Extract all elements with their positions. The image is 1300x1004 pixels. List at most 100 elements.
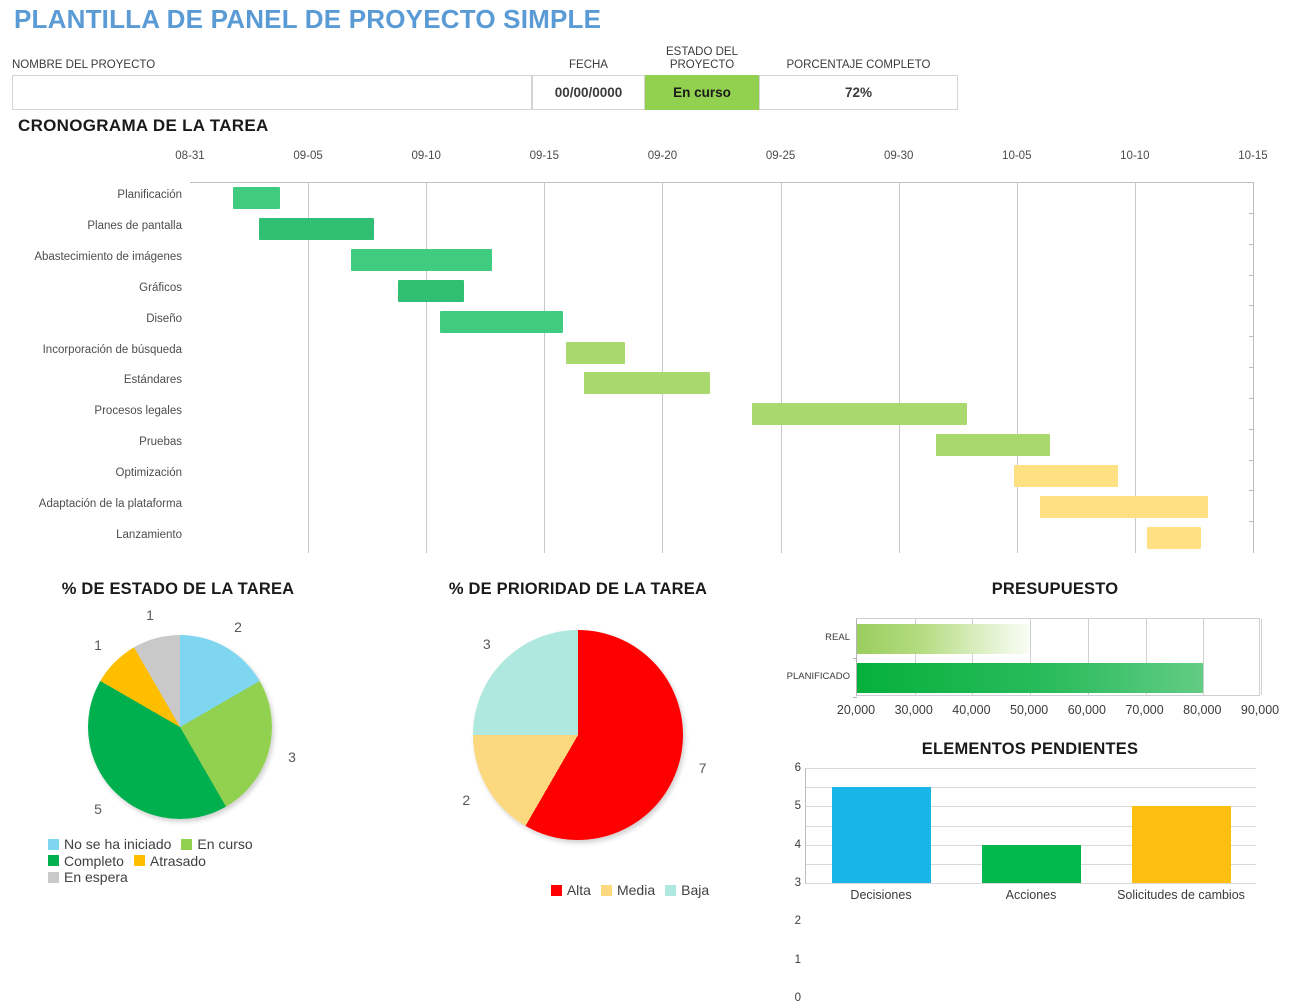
gantt-gridline	[1134, 183, 1136, 553]
budget-axis-tick-label: 80,000	[1183, 703, 1222, 717]
gantt-task-bar[interactable]	[1040, 495, 1209, 518]
gantt-gridline	[1016, 183, 1018, 553]
date-field[interactable]: 00/00/0000	[532, 75, 645, 110]
gantt-axis-tick-label: 09-05	[293, 150, 323, 162]
pending-category-label: Solicitudes de cambios	[1117, 888, 1245, 902]
budget-gridline	[1087, 619, 1089, 695]
page-title: PLANTILLA DE PANEL DE PROYECTO SIMPLE	[14, 4, 602, 34]
legend-item[interactable]: Completo	[48, 853, 124, 869]
gantt-axis-minor-tick	[1249, 397, 1254, 399]
legend-item[interactable]: Alta	[550, 882, 591, 898]
project-status-field[interactable]: En curso	[645, 75, 759, 110]
gantt-task-bar[interactable]	[936, 434, 1050, 457]
gantt-plot-area	[190, 182, 1254, 553]
gantt-task-label: Abastecimiento de imágenes	[34, 251, 182, 264]
legend-swatch	[600, 884, 612, 896]
legend-label: Completo	[64, 852, 124, 869]
gantt-task-bar[interactable]	[440, 310, 564, 333]
pending-gridline: 0	[795, 883, 1256, 1004]
pending-items-chart-title: ELEMENTOS PENDIENTES	[921, 740, 1139, 758]
gantt-task-label: Incorporación de búsqueda	[42, 343, 182, 356]
pending-axis-tick-label: 0	[794, 992, 801, 1004]
gantt-axis-minor-tick	[1249, 243, 1254, 245]
budget-axis-tick-label: 20,000	[836, 703, 876, 717]
budget-gridline	[1261, 619, 1262, 695]
task-priority-legend: Alta Media Baja	[490, 882, 780, 899]
legend-item[interactable]: En curso	[181, 836, 253, 852]
gantt-section-title: CRONOGRAMA DE LA TAREA	[18, 116, 269, 135]
gantt-axis-tick-label: 09-25	[765, 150, 796, 162]
gantt-task-bar[interactable]	[258, 218, 375, 241]
gantt-task-label: Lanzamiento	[116, 528, 182, 541]
budget-chart-title: PRESUPUESTO	[991, 580, 1119, 598]
gantt-task-bar[interactable]	[350, 249, 493, 272]
legend-label: Media	[616, 882, 656, 898]
gantt-axis-minor-tick	[1249, 428, 1254, 430]
legend-item[interactable]: Baja	[665, 882, 709, 898]
project-info-table: NOMBRE DEL PROYECTO FECHA ESTADO DEL PRO…	[12, 44, 958, 110]
pending-gridline: 4	[795, 806, 1256, 851]
budget-axis-tick-label: 70,000	[1125, 703, 1164, 717]
pending-axis-tick-label: 1	[794, 953, 801, 966]
gantt-task-label: Estándares	[123, 374, 182, 387]
pending-gridline: 5	[795, 787, 1256, 812]
pending-category-label: Acciones	[1005, 888, 1057, 902]
budget-axis-tick	[853, 697, 857, 698]
legend-swatch	[133, 855, 145, 866]
budget-axis-tick-label: 50,000	[1010, 703, 1049, 717]
budget-bar[interactable]	[857, 623, 1031, 654]
project-name-field[interactable]	[12, 75, 532, 110]
pending-gridline: 6	[795, 762, 1256, 774]
budget-plot-area	[853, 618, 1262, 698]
gantt-axis-minor-tick	[1249, 367, 1254, 368]
gantt-axis-minor-tick	[1249, 459, 1254, 461]
gantt-task-bar[interactable]	[584, 372, 710, 395]
gantt-task-bar[interactable]	[752, 403, 968, 426]
pie-data-label: 3	[482, 635, 491, 652]
gantt-task-label: Optimización	[115, 466, 182, 479]
gantt-chart: 08-31 09-05 09-10 09-15 09-20 09-25 09-30 10-05…	[0, 150, 1300, 558]
gantt-gridline	[426, 183, 428, 553]
gantt-task-label: Diseño	[146, 312, 182, 325]
legend-swatch	[48, 838, 59, 850]
gantt-gridline	[308, 183, 310, 553]
budget-bar[interactable]	[857, 662, 1204, 693]
gantt-task-bar[interactable]	[1014, 464, 1119, 487]
pie-data-label: 2	[234, 618, 242, 635]
pending-bar[interactable]	[981, 844, 1081, 883]
pie-disc	[473, 630, 683, 840]
task-status-chart-title: % DE ESTADO DE LA TAREA	[61, 580, 295, 598]
percent-complete-header: PORCENTAJE COMPLETO	[786, 58, 931, 71]
pending-bar[interactable]	[831, 787, 931, 883]
pending-gridline: 3	[795, 825, 1256, 889]
gantt-axis-tick-label: 09-30	[883, 150, 914, 162]
budget-axis-tick-label: 30,000	[894, 703, 933, 717]
pending-axis-tick-label: 2	[794, 915, 801, 928]
legend-item[interactable]: Media	[600, 882, 656, 898]
legend-item[interactable]: No se ha iniciado	[48, 836, 171, 852]
gantt-gridline	[898, 183, 900, 553]
gantt-task-bar[interactable]	[565, 341, 625, 364]
budget-axis-tick-label: 90,000	[1240, 703, 1280, 717]
gantt-axis-tick-label: 10-10	[1120, 150, 1150, 162]
legend-swatch	[665, 884, 677, 896]
legend-item[interactable]: En espera	[48, 869, 128, 885]
gantt-task-bar[interactable]	[397, 279, 465, 302]
pending-axis-tick-label: 4	[794, 838, 801, 851]
legend-item[interactable]: Atrasado	[133, 853, 206, 869]
pie-disc	[88, 635, 272, 819]
gantt-axis-tick-label: 09-10	[411, 150, 441, 162]
task-status-pie-chart: 2 3 5 1 1	[88, 607, 296, 819]
gantt-task-bar[interactable]	[232, 187, 280, 210]
pending-category-label: Decisiones	[850, 888, 912, 902]
pending-items-plot-area: 0 1 2 3 4 5 6 Decisiones Acciones Solicitudes de …	[795, 762, 1256, 1004]
pie-data-label: 5	[94, 801, 102, 818]
task-priority-chart-title: % DE PRIORIDAD DE LA TAREA	[448, 580, 708, 598]
task-status-legend: No se ha iniciado En curso Completo Atrasad…	[48, 836, 338, 886]
legend-swatch	[48, 855, 59, 866]
percent-complete-field[interactable]: 72%	[759, 75, 958, 110]
gantt-task-bar[interactable]	[1146, 526, 1202, 549]
gantt-axis-tick-label: 09-15	[529, 150, 560, 162]
pie-data-label: 1	[146, 606, 154, 623]
pending-bar[interactable]	[1131, 806, 1231, 883]
